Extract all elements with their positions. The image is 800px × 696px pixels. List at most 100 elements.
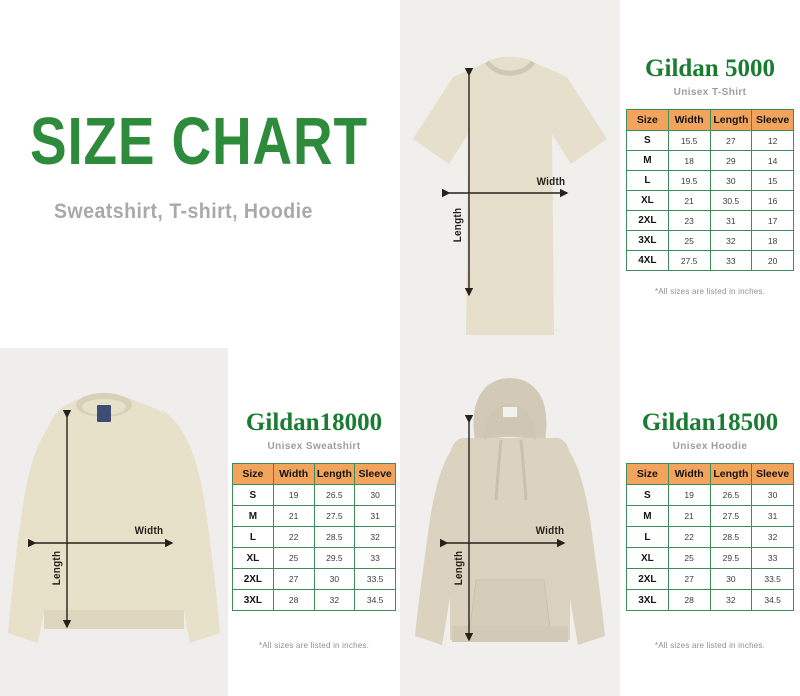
- value-cell: 28: [272, 589, 315, 612]
- table-header-row: Size Width Length Sleeve: [626, 463, 794, 486]
- table-row: XL 21 30.5 16: [626, 190, 794, 212]
- tshirt-photo: Width Length: [400, 0, 620, 348]
- kangaroo-pocket: [469, 579, 551, 629]
- size-cell: 2XL: [626, 568, 669, 591]
- table-row: 3XL 28 32 34.5: [232, 589, 396, 612]
- table-title: Gildan18500: [641, 409, 779, 436]
- column-header-length: Length: [313, 463, 356, 486]
- header: SIZE CHART Sweatshirt, T-shirt, Hoodie: [0, 0, 400, 348]
- column-header-width: Width: [272, 463, 315, 486]
- value-cell: 22: [272, 526, 315, 549]
- size-cell: S: [626, 130, 669, 152]
- value-cell: 28.5: [313, 526, 356, 549]
- column-header-sleeve: Sleeve: [751, 109, 794, 132]
- table-row: M 21 27.5 31: [232, 505, 396, 528]
- table-header-row: Size Width Length Sleeve: [232, 463, 396, 486]
- value-cell: 19: [272, 484, 315, 507]
- size-cell: 2XL: [232, 568, 274, 591]
- value-cell: 31: [709, 210, 753, 232]
- length-label: Length: [453, 550, 465, 586]
- value-cell: 28.5: [709, 526, 753, 549]
- table-row: L 19.5 30 15: [626, 170, 794, 192]
- column-header-length: Length: [709, 109, 753, 132]
- column-header-sleeve: Sleeve: [751, 463, 794, 486]
- table-row: XL 25 29.5 33: [232, 547, 396, 570]
- table-footnote: *All sizes are listed in inches.: [654, 286, 766, 297]
- value-cell: 27.5: [709, 505, 753, 528]
- table-row: 4XL 27.5 33 20: [626, 250, 794, 272]
- value-cell: 30: [313, 568, 356, 591]
- hoodie-photo: Width Length: [400, 348, 620, 696]
- value-cell: 34.5: [354, 589, 396, 612]
- value-cell: 30: [354, 484, 396, 507]
- column-header-length: Length: [709, 463, 753, 486]
- size-cell: 2XL: [626, 210, 669, 232]
- table-row: S 19 26.5 30: [626, 484, 794, 507]
- width-label: Width: [134, 525, 164, 537]
- value-cell: 18: [667, 150, 711, 172]
- value-cell: 26.5: [709, 484, 753, 507]
- size-cell: S: [232, 484, 274, 507]
- table-row: 2XL 23 31 17: [626, 210, 794, 232]
- value-cell: 33.5: [354, 568, 396, 591]
- size-table-gildan-18500: Size Width Length Sleeve S 19 26.5 30 M 21 27…: [626, 463, 794, 612]
- table-row: L 22 28.5 32: [232, 526, 396, 549]
- gildan-18500-panel: Gildan18500 Unisex Hoodie Size Width Len…: [620, 348, 800, 696]
- size-cell: 3XL: [626, 230, 669, 252]
- value-cell: 31: [354, 505, 396, 528]
- table-subtitle: Unisex Hoodie: [672, 441, 748, 453]
- value-cell: 32: [313, 589, 356, 612]
- width-label: Width: [536, 176, 566, 188]
- value-cell: 27: [667, 568, 711, 591]
- table-row: XL 25 29.5 33: [626, 547, 794, 570]
- table-row: 2XL 27 30 33.5: [626, 568, 794, 591]
- value-cell: 21: [667, 190, 711, 212]
- table-row: M 18 29 14: [626, 150, 794, 172]
- table-footnote: *All sizes are listed in inches.: [654, 640, 766, 651]
- width-label: Width: [535, 525, 565, 537]
- value-cell: 14: [751, 150, 794, 172]
- sweatshirt-icon: [8, 393, 220, 643]
- table-title: Gildan 5000: [645, 55, 775, 82]
- value-cell: 33.5: [751, 568, 794, 591]
- value-cell: 30: [751, 484, 794, 507]
- table-footnote: *All sizes are listed in inches.: [258, 640, 370, 651]
- value-cell: 25: [272, 547, 315, 570]
- size-cell: XL: [626, 547, 669, 570]
- table-row: 2XL 27 30 33.5: [232, 568, 396, 591]
- table-row: M 21 27.5 31: [626, 505, 794, 528]
- value-cell: 27: [709, 130, 753, 152]
- value-cell: 33: [751, 547, 794, 570]
- size-cell: L: [232, 526, 274, 549]
- value-cell: 16: [751, 190, 794, 212]
- value-cell: 32: [354, 526, 396, 549]
- length-label: Length: [452, 207, 464, 243]
- value-cell: 22: [667, 526, 711, 549]
- value-cell: 32: [709, 589, 753, 612]
- value-cell: 29.5: [709, 547, 753, 570]
- page-subtitle: Sweatshirt, T-shirt, Hoodie: [54, 200, 313, 223]
- size-table-gildan-5000: Size Width Length Sleeve S 15.5 27 12 M 18 29…: [626, 109, 794, 272]
- size-cell: M: [232, 505, 274, 528]
- column-header-width: Width: [667, 463, 711, 486]
- size-cell: S: [626, 484, 669, 507]
- value-cell: 12: [751, 130, 794, 152]
- size-cell: M: [626, 150, 669, 172]
- value-cell: 26.5: [313, 484, 356, 507]
- size-cell: M: [626, 505, 669, 528]
- value-cell: 28: [667, 589, 711, 612]
- sweatshirt-photo: Width Length: [0, 348, 228, 696]
- value-cell: 31: [751, 505, 794, 528]
- value-cell: 15: [751, 170, 794, 192]
- collar-tag: [97, 405, 111, 422]
- value-cell: 23: [667, 210, 711, 232]
- table-row: S 19 26.5 30: [232, 484, 396, 507]
- table-header-row: Size Width Length Sleeve: [626, 109, 794, 132]
- value-cell: 32: [751, 526, 794, 549]
- size-cell: L: [626, 170, 669, 192]
- value-cell: 29: [709, 150, 753, 172]
- value-cell: 34.5: [751, 589, 794, 612]
- size-cell: XL: [232, 547, 274, 570]
- value-cell: 17: [751, 210, 794, 232]
